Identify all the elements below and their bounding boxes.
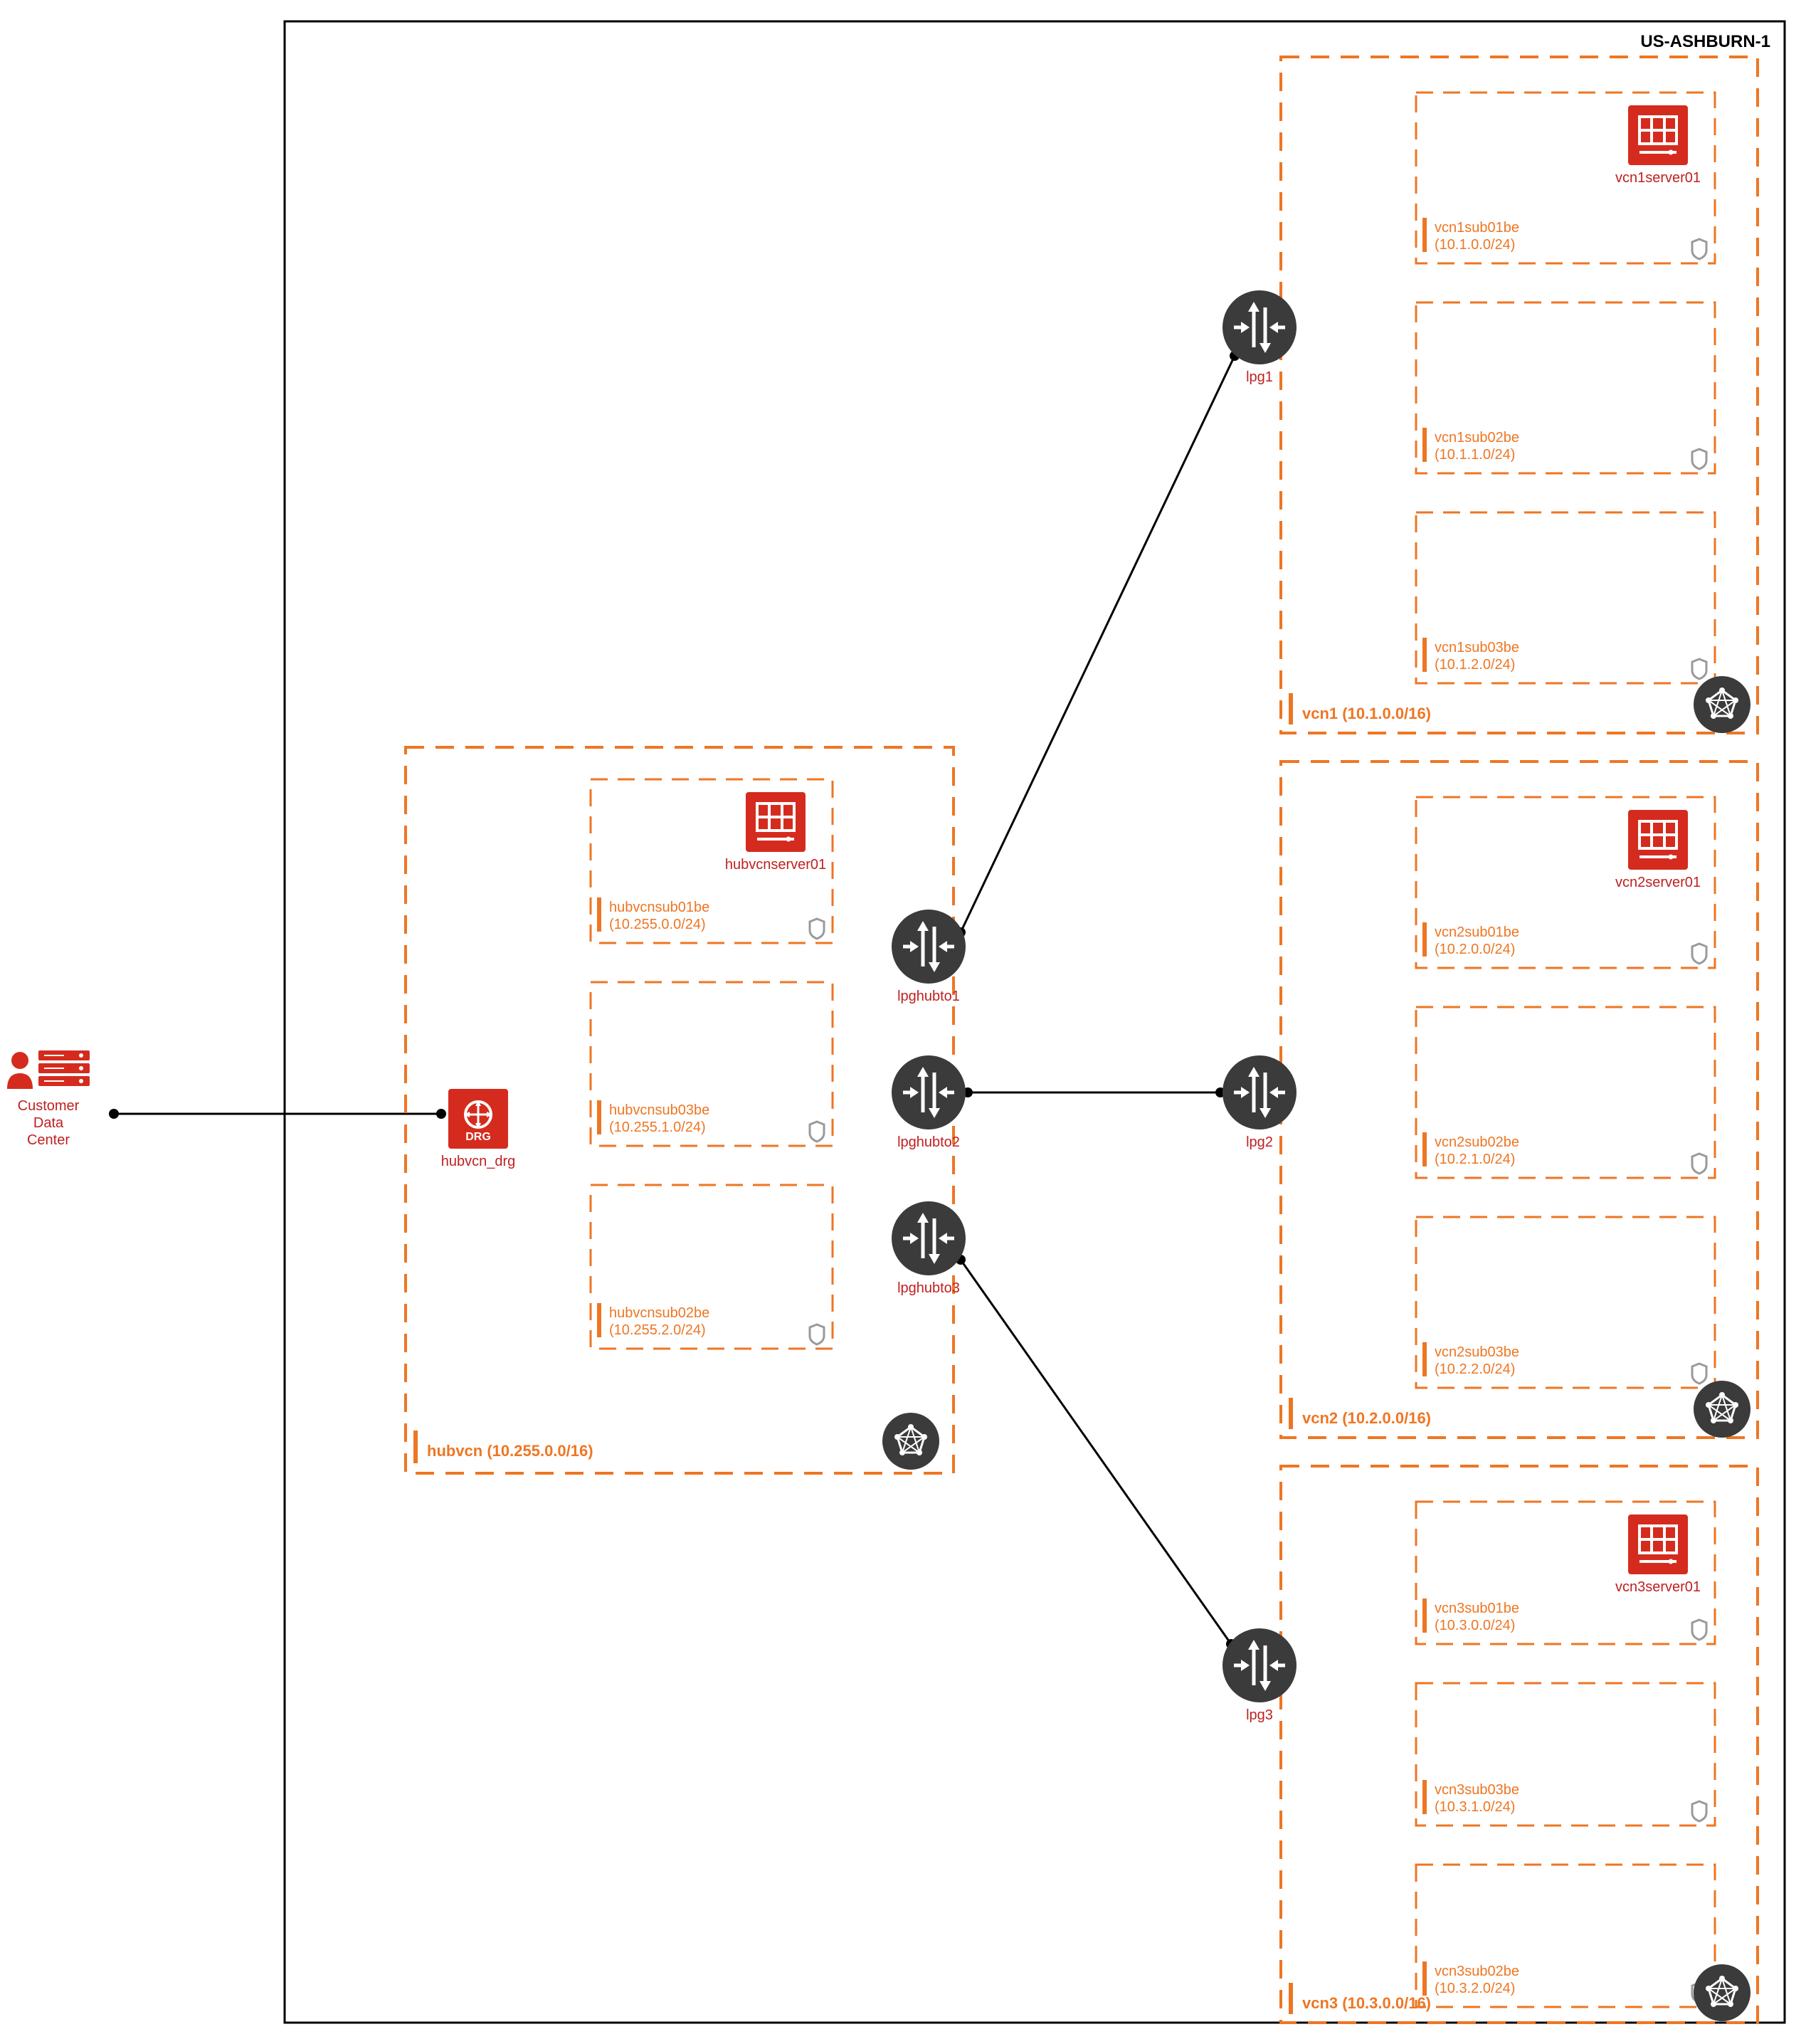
shield-icon [810, 1324, 824, 1344]
network-badge-icon [882, 1413, 939, 1470]
subnet-name: vcn3sub03be [1435, 1782, 1519, 1798]
spoke-vcn-label: vcn3 (10.3.0.0/16) [1302, 1994, 1431, 2012]
shield-icon [1692, 1620, 1706, 1640]
connection-line [961, 1260, 1231, 1644]
spoke-lpg-label: lpg1 [1246, 369, 1273, 385]
drg-label: hubvcn_drg [441, 1154, 516, 1169]
spoke-lpg-label: lpg2 [1246, 1134, 1273, 1150]
lpg-icon [1223, 290, 1297, 364]
lpg-icon [892, 1201, 966, 1275]
dc-label-1: Customer [18, 1098, 80, 1114]
shield-icon [810, 919, 824, 939]
server-label: vcn2server01 [1615, 875, 1701, 890]
network-badge-icon [1694, 1381, 1750, 1438]
drg-icon: DRG [448, 1089, 508, 1149]
lpg-icon [1223, 1628, 1297, 1702]
subnet-cidr: (10.1.0.0/24) [1435, 237, 1515, 253]
server-label: vcn1server01 [1615, 170, 1701, 186]
network-badge-icon [1694, 1964, 1750, 2021]
shield-icon [1692, 1801, 1706, 1821]
icons-layer: DRG [7, 105, 1750, 2021]
server-icon [1628, 810, 1688, 870]
shield-icon [1692, 449, 1706, 469]
hubvcn-label: hubvcn (10.255.0.0/16) [427, 1442, 593, 1460]
subnet-name: vcn3sub02be [1435, 1964, 1519, 1979]
subnet-cidr: (10.1.2.0/24) [1435, 657, 1515, 673]
spoke-vcn-label: vcn1 (10.1.0.0/16) [1302, 705, 1431, 722]
hub-lpg-label: lpghubto3 [897, 1280, 960, 1296]
network-badge-icon [1694, 676, 1750, 733]
subnet-name: vcn3sub01be [1435, 1601, 1519, 1616]
subnet-cidr: (10.2.2.0/24) [1435, 1361, 1515, 1377]
lpg-icon [892, 910, 966, 984]
subnet-cidr: (10.255.0.0/24) [609, 917, 706, 932]
conn-endpoint [436, 1109, 446, 1119]
svg-text:DRG: DRG [465, 1131, 491, 1143]
lpg-icon [892, 1055, 966, 1129]
dc-label-2: Data [33, 1115, 64, 1131]
server-icon [1628, 1514, 1688, 1574]
server-icon [746, 792, 806, 852]
shield-icon [810, 1122, 824, 1142]
shield-icon [1692, 659, 1706, 679]
boxes-layer [285, 21, 1785, 2023]
connections-layer [109, 351, 1240, 1649]
shield-icon [1692, 1364, 1706, 1384]
subnet-name: vcn2sub02be [1435, 1134, 1519, 1150]
subnet-cidr: (10.3.0.0/24) [1435, 1618, 1515, 1633]
server-icon [1628, 105, 1688, 165]
subnet-cidr: (10.255.2.0/24) [609, 1322, 706, 1338]
lpg-icon [1223, 1055, 1297, 1129]
subnet-name: hubvcnsub02be [609, 1305, 709, 1321]
spoke-vcn-label: vcn2 (10.2.0.0/16) [1302, 1409, 1431, 1427]
dc-label-3: Center [27, 1132, 70, 1148]
server-label: hubvcnserver01 [725, 857, 826, 873]
shield-icon [1692, 944, 1706, 964]
subnet-name: vcn2sub03be [1435, 1344, 1519, 1360]
shield-icon [1692, 1154, 1706, 1174]
subnet-name: vcn2sub01be [1435, 924, 1519, 940]
subnet-cidr: (10.1.1.0/24) [1435, 447, 1515, 463]
region-label: US-ASHBURN-1 [1640, 32, 1770, 51]
conn-endpoint [109, 1109, 119, 1119]
region-box [285, 21, 1785, 2023]
subnet-name: vcn1sub01be [1435, 220, 1519, 236]
connection-line [961, 356, 1235, 932]
subnet-cidr: (10.3.2.0/24) [1435, 1981, 1515, 1996]
hub-lpg-label: lpghubto2 [897, 1134, 960, 1150]
subnet-name: hubvcnsub01be [609, 900, 709, 915]
subnet-name: hubvcnsub03be [609, 1102, 709, 1118]
subnet-cidr: (10.255.1.0/24) [609, 1120, 706, 1135]
subnet-cidr: (10.2.0.0/24) [1435, 942, 1515, 957]
subnet-name: vcn1sub03be [1435, 640, 1519, 655]
datacenter-icon [7, 1050, 90, 1089]
text-layer: US-ASHBURN-1 hubvcn (10.255.0.0/16) hubvcn… [18, 32, 1770, 2012]
hub-lpg-label: lpghubto1 [897, 989, 960, 1004]
spoke-lpg-label: lpg3 [1246, 1707, 1273, 1723]
subnet-cidr: (10.3.1.0/24) [1435, 1799, 1515, 1815]
server-label: vcn3server01 [1615, 1579, 1701, 1595]
subnet-name: vcn1sub02be [1435, 430, 1519, 446]
subnet-cidr: (10.2.1.0/24) [1435, 1152, 1515, 1167]
shield-icon [1692, 239, 1706, 259]
